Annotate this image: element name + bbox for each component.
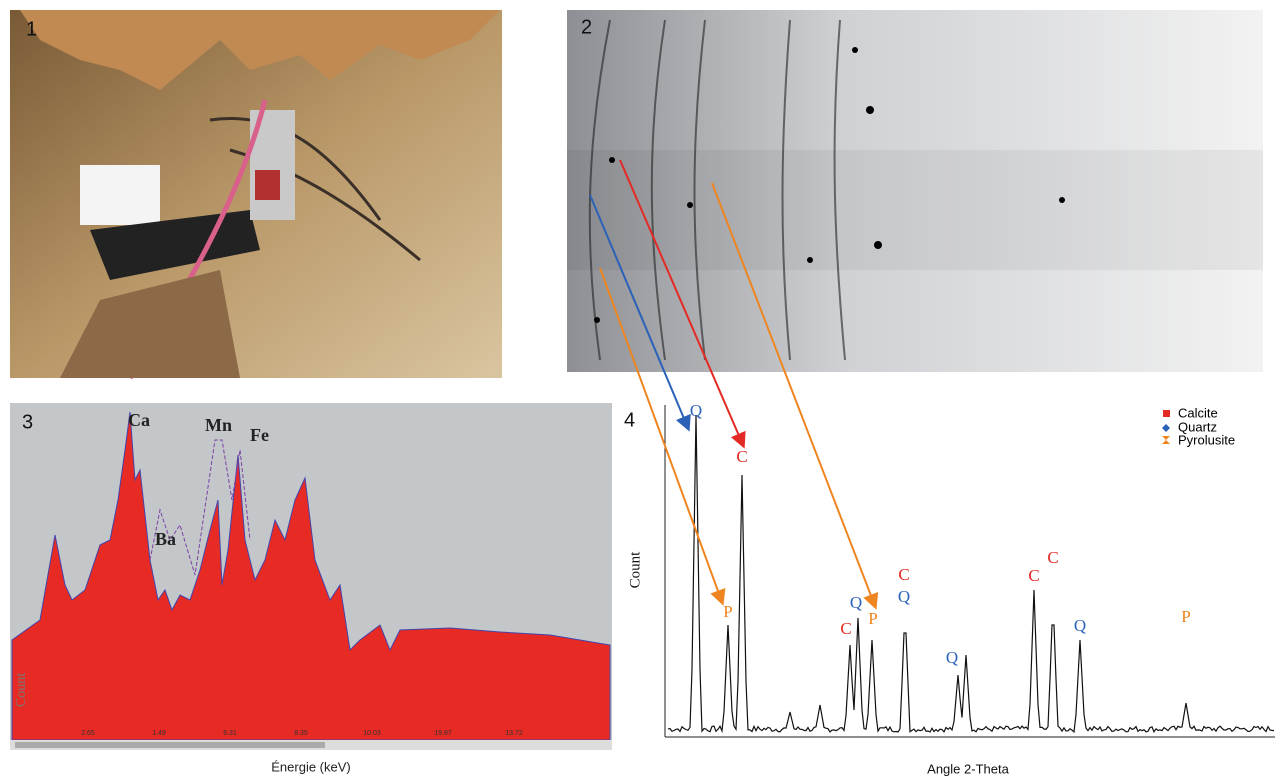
peak-label: C [736,447,747,466]
diffraction-image [567,10,1263,372]
peak-label: C [898,565,909,584]
peak-label: P [868,609,877,628]
peak-label: Q [690,401,702,420]
peak-label: Ca [128,410,150,430]
axis-title: Angle 2-Theta [927,761,1009,776]
peak-label: Fe [250,425,269,445]
peak-label: Q [898,587,910,606]
peak-label: P [723,602,732,621]
legend-swatch [1162,436,1170,444]
figure: 1 2 3 Ca Mn Fe Ba Count 2.65 1.49 6.31 8.35… [0,0,1279,778]
x-tick-label: 6.31 [223,730,237,737]
peak-label: P [1181,607,1190,626]
peak-label: C [840,619,851,638]
axis-title: Énergie (keV) [271,759,350,774]
photo [10,10,502,378]
peak-label: Q [850,593,862,612]
legend-entry: Calcite [1178,405,1218,420]
axis-title: Count [14,673,29,707]
panel-label: 1 [26,18,37,40]
x-tick-label: 8.35 [294,730,308,737]
legend-swatch [1162,424,1170,432]
x-tick-label: 1.49 [152,730,166,737]
peak-label: Ba [155,529,176,549]
x-tick-label: 2.65 [81,730,95,737]
axis-title: Count [627,551,643,589]
legend-swatch [1163,410,1170,417]
x-tick-label: 13.72 [505,730,523,737]
peak-label: C [1047,548,1058,567]
xrf-spectrum [10,403,612,750]
panel-label: 2 [581,16,592,38]
x-tick-label: 10.03 [363,730,381,737]
xrd-pattern [665,405,1275,737]
legend-entry: Pyrolusite [1178,432,1235,447]
peak-label: Q [1074,616,1086,635]
peak-label: Q [946,648,958,667]
panel-label: 4 [624,409,635,431]
peak-label: Mn [205,415,232,435]
x-tick-label: 19.87 [434,730,452,737]
peak-label: C [1028,566,1039,585]
panel-label: 3 [22,411,33,433]
